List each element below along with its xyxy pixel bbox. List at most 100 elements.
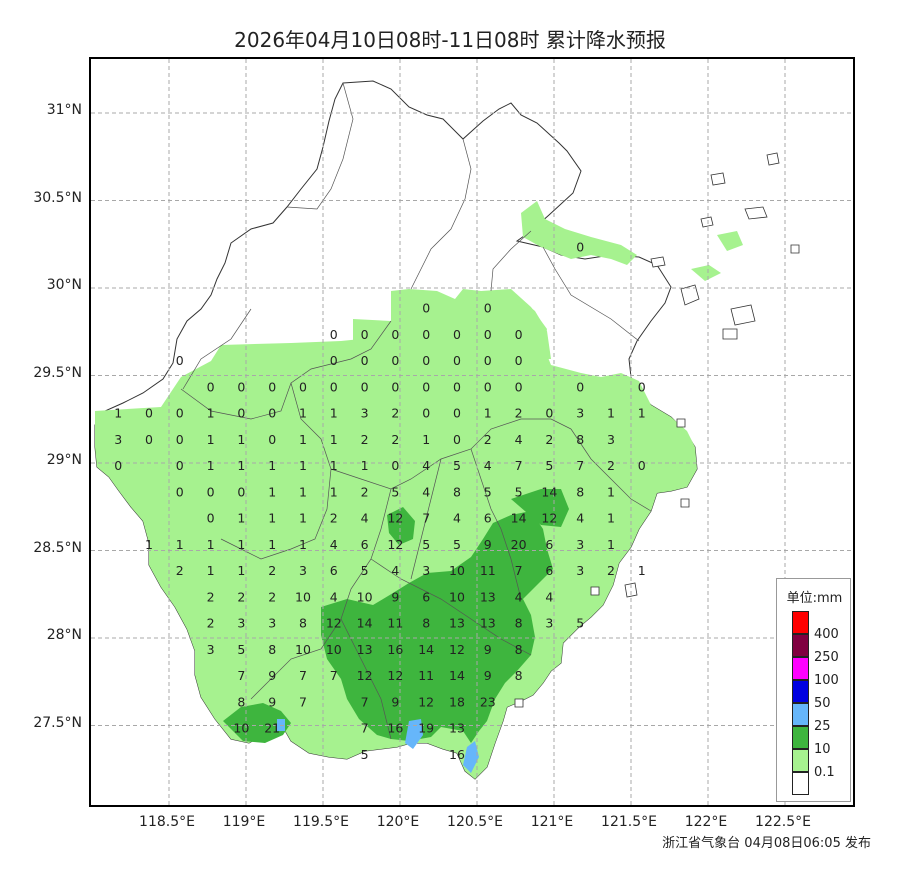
station-value: 2	[268, 563, 276, 578]
station-value: 18	[449, 694, 465, 709]
station-value: 0	[237, 484, 245, 499]
station-value: 0	[299, 379, 307, 394]
station-value: 4	[484, 458, 492, 473]
station-value: 0	[484, 301, 492, 316]
rain-moderate-area	[223, 489, 569, 743]
station-value: 3	[576, 406, 584, 421]
station-value: 6	[330, 563, 338, 578]
island-g	[790, 244, 800, 254]
station-value: 5	[391, 484, 399, 499]
station-value: 0	[330, 379, 338, 394]
station-value: 12	[541, 511, 557, 526]
station-value: 0	[391, 458, 399, 473]
station-value: 1	[607, 406, 615, 421]
station-value: 1	[361, 458, 369, 473]
station-value: 0	[484, 379, 492, 394]
station-value: 2	[330, 511, 338, 526]
station-value: 1	[299, 484, 307, 499]
station-value: 7	[422, 511, 430, 526]
station-value: 5	[576, 616, 584, 631]
legend-swatch	[792, 611, 809, 634]
station-value: 14	[541, 484, 557, 499]
station-value: 20	[511, 537, 527, 552]
legend-label: 50	[814, 696, 831, 711]
island-j	[676, 418, 686, 428]
station-value: 5	[484, 484, 492, 499]
station-value: 9	[484, 642, 492, 657]
lat-label: 31°N	[46, 102, 82, 118]
station-value: 1	[207, 537, 215, 552]
legend-swatch	[792, 726, 809, 749]
station-value: 1	[299, 537, 307, 552]
island-a	[650, 256, 666, 268]
station-value: 0	[515, 353, 523, 368]
station-value: 2	[607, 563, 615, 578]
lat-label: 30.5°N	[33, 189, 82, 206]
station-value: 1	[299, 458, 307, 473]
station-value: 1	[638, 563, 646, 578]
boundary-12	[500, 528, 522, 600]
island-l	[680, 498, 690, 508]
station-value: 1	[330, 406, 338, 421]
lat-label: 28°N	[46, 627, 82, 643]
station-value: 8	[515, 616, 523, 631]
station-value: 0	[453, 432, 461, 447]
station-value: 3	[576, 537, 584, 552]
station-value: 0	[453, 406, 461, 421]
station-value: 11	[387, 616, 403, 631]
station-value: 12	[357, 668, 373, 683]
station-value: 10	[449, 563, 465, 578]
station-value: 5	[361, 563, 369, 578]
station-value: 0	[422, 301, 430, 316]
station-value: 2	[361, 484, 369, 499]
legend: 单位:mm 400 250 100 50 25 10 0.1	[776, 578, 851, 802]
lon-label: 121.5°E	[601, 814, 657, 830]
station-value: 0	[576, 239, 584, 254]
rain-10-central	[387, 507, 415, 545]
station-value: 2	[176, 563, 184, 578]
station-value: 9	[268, 694, 276, 709]
rain-0.1-island	[717, 231, 743, 251]
boundary-15	[182, 308, 252, 390]
station-value: 4	[453, 511, 461, 526]
station-value: 0	[268, 432, 276, 447]
station-value: 11	[418, 668, 434, 683]
station-value: 8	[453, 484, 461, 499]
station-value: 7	[515, 563, 523, 578]
island-k	[624, 582, 638, 598]
station-value: 0	[361, 327, 369, 342]
station-value: 9	[268, 668, 276, 683]
station-value: 8	[422, 616, 430, 631]
boundary-7	[330, 418, 572, 490]
station-value: 0	[145, 406, 153, 421]
station-value: 19	[418, 721, 434, 736]
station-value: 1	[268, 458, 276, 473]
station-value: 0	[330, 353, 338, 368]
station-value: 13	[449, 721, 465, 736]
station-value: 0	[207, 511, 215, 526]
station-value: 3	[607, 432, 615, 447]
station-value: 1	[207, 432, 215, 447]
station-value: 0	[638, 458, 646, 473]
station-value: 0	[422, 406, 430, 421]
station-value: 2	[391, 432, 399, 447]
station-value: 0	[207, 379, 215, 394]
station-value: 1	[330, 458, 338, 473]
station-value: 0	[268, 406, 276, 421]
station-value: 0	[176, 458, 184, 473]
station-value: 1	[484, 406, 492, 421]
station-value: 3	[299, 563, 307, 578]
lon-label: 119°E	[222, 814, 266, 830]
boundary-6	[220, 382, 332, 560]
coastal-islands	[514, 152, 800, 708]
lat-label: 29.5°N	[33, 364, 82, 381]
station-value: 2	[607, 458, 615, 473]
boundary-14	[340, 618, 392, 740]
legend-swatch	[792, 749, 809, 772]
legend-swatch	[792, 772, 809, 795]
station-value: 0	[391, 379, 399, 394]
boundary-9	[570, 428, 652, 512]
station-value: 21	[264, 721, 280, 736]
station-value: 0	[453, 353, 461, 368]
station-value: 0	[176, 484, 184, 499]
